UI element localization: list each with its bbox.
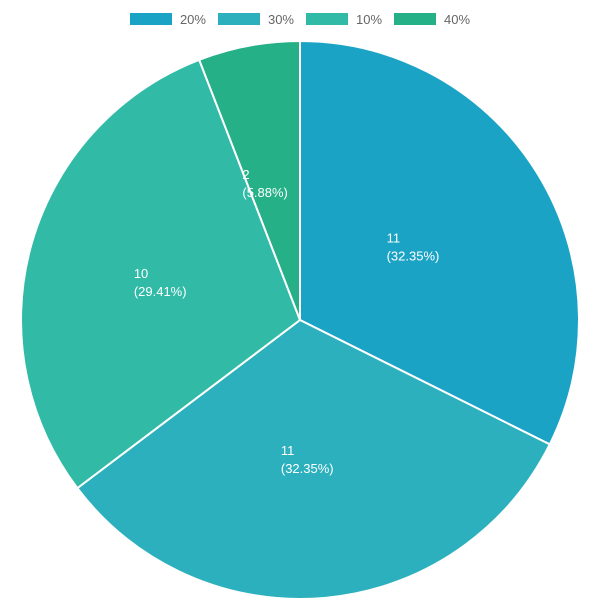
legend-label: 40% xyxy=(444,11,471,27)
slice-value-label: 10 xyxy=(134,266,148,281)
chart-legend: 20% 30% 10% 40% xyxy=(0,8,600,30)
legend-label: 20% xyxy=(179,11,206,27)
pie-slice[interactable] xyxy=(75,318,552,600)
slice-percent-label: (5.88%) xyxy=(242,185,288,200)
slice-value-label: 11 xyxy=(281,443,295,458)
pie-slice[interactable] xyxy=(299,39,580,446)
legend-item[interactable]: 10% xyxy=(306,12,382,27)
legend-swatch xyxy=(306,13,348,25)
pie-slice[interactable] xyxy=(20,58,302,490)
legend-item[interactable]: 40% xyxy=(394,12,470,27)
slice-percent-label: (32.35%) xyxy=(281,461,334,476)
legend-swatch xyxy=(217,13,260,25)
legend-swatch xyxy=(394,13,437,25)
legend-item[interactable]: 30% xyxy=(217,11,294,27)
legend-swatch xyxy=(129,13,172,25)
pie-slice[interactable] xyxy=(197,39,301,321)
legend-label: 30% xyxy=(267,11,294,27)
slice-value-label: 2 xyxy=(242,167,249,182)
legend-item[interactable]: 20% xyxy=(129,11,206,27)
slice-value-label: 11 xyxy=(387,231,401,246)
slice-percent-label: (29.41%) xyxy=(134,284,187,299)
legend-label: 10% xyxy=(356,11,383,27)
slice-percent-label: (32.35%) xyxy=(387,249,440,264)
